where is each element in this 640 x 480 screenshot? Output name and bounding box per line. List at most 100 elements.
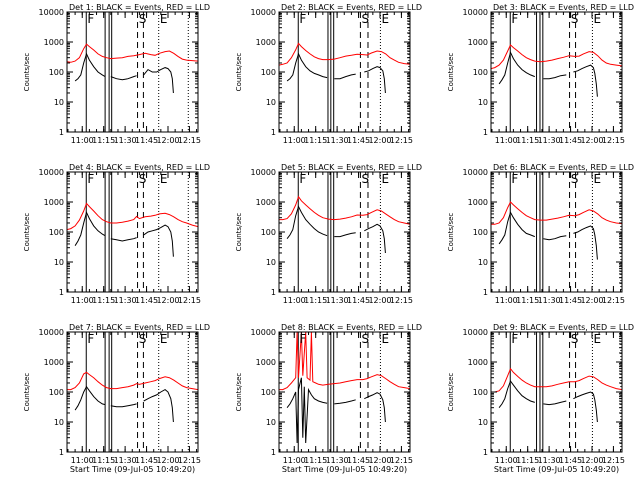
x-tick-label: 12:00 bbox=[368, 296, 391, 305]
marker-letter: S bbox=[139, 332, 147, 346]
y-tick-label: 1 bbox=[483, 128, 488, 137]
events-series-line bbox=[364, 392, 386, 423]
x-tick-label: 12:15 bbox=[602, 136, 625, 145]
y-tick-label: 10 bbox=[54, 258, 64, 267]
events-series-line bbox=[286, 52, 328, 82]
panel-9: F S E11010010001000011:0011:1511:3011:4512… bbox=[447, 323, 634, 474]
y-tick-label: 100 bbox=[473, 228, 488, 237]
y-tick-label: 10000 bbox=[463, 328, 488, 337]
x-tick-label: 11:45 bbox=[559, 136, 582, 145]
events-series-line bbox=[74, 210, 106, 246]
panel-8: F S E11010010001000011:0011:1511:3011:4512… bbox=[235, 323, 422, 474]
y-tick-label: 1000 bbox=[44, 38, 64, 47]
marker-letter: F bbox=[299, 12, 306, 26]
x-axis-label: Start Time (09-Jul-05 10:49:20) bbox=[70, 465, 195, 474]
lld-series-line bbox=[279, 42, 410, 66]
marker-letter: F bbox=[511, 12, 518, 26]
x-tick-label: 11:15 bbox=[92, 456, 115, 465]
x-tick-label: 12:15 bbox=[390, 136, 413, 145]
panel-title: Det 4: BLACK = Events, RED = LLD bbox=[69, 163, 210, 172]
x-tick-label: 12:15 bbox=[178, 296, 201, 305]
x-tick-label: 11:30 bbox=[114, 296, 137, 305]
marker-letter: E bbox=[382, 12, 390, 26]
x-tick-label: 11:00 bbox=[283, 456, 306, 465]
y-tick-label: 10 bbox=[478, 98, 488, 107]
y-tick-label: 10 bbox=[54, 418, 64, 427]
x-tick-label: 11:30 bbox=[326, 296, 349, 305]
y-tick-label: 100 bbox=[49, 68, 64, 77]
events-series-line bbox=[573, 391, 598, 423]
x-tick-label: 11:00 bbox=[71, 136, 94, 145]
marker-letter: F bbox=[87, 172, 94, 186]
y-tick-label: 10000 bbox=[251, 328, 276, 337]
panel-1: F S E11010010001000011:0011:1511:3011:4512… bbox=[23, 3, 210, 145]
marker-letter: S bbox=[571, 172, 579, 186]
panel-6: F S E11010010001000011:0011:1511:3011:4512… bbox=[447, 163, 634, 305]
events-series-line bbox=[110, 237, 137, 242]
x-tick-label: 11:45 bbox=[559, 456, 582, 465]
plot-area bbox=[67, 332, 198, 452]
marker-letter: F bbox=[511, 332, 518, 346]
marker-letter: E bbox=[594, 12, 602, 26]
y-tick-label: 100 bbox=[473, 68, 488, 77]
y-tick-label: 10000 bbox=[463, 168, 488, 177]
plot-area bbox=[491, 332, 622, 452]
marker-letter: S bbox=[139, 12, 147, 26]
events-series-line bbox=[74, 385, 106, 411]
plot-area bbox=[279, 172, 410, 292]
x-tick-label: 11:45 bbox=[559, 296, 582, 305]
events-series-line bbox=[143, 67, 174, 94]
lld-series-line bbox=[67, 371, 198, 391]
events-series-line bbox=[143, 388, 174, 423]
y-tick-label: 10000 bbox=[39, 328, 64, 337]
y-tick-label: 10000 bbox=[39, 8, 64, 17]
x-tick-label: 11:45 bbox=[347, 136, 370, 145]
y-tick-label: 10 bbox=[266, 98, 276, 107]
marker-letter: S bbox=[139, 172, 147, 186]
y-tick-label: 1 bbox=[271, 128, 276, 137]
panel-title: Det 2: BLACK = Events, RED = LLD bbox=[281, 3, 422, 12]
x-tick-label: 11:45 bbox=[135, 296, 158, 305]
x-tick-label: 11:30 bbox=[326, 456, 349, 465]
marker-letter: E bbox=[382, 332, 390, 346]
plot-area bbox=[67, 12, 198, 132]
y-tick-label: 100 bbox=[261, 68, 276, 77]
panel-7: F S E11010010001000011:0011:1511:3011:4512… bbox=[23, 323, 210, 474]
y-tick-label: 100 bbox=[261, 388, 276, 397]
y-tick-label: 1 bbox=[59, 128, 64, 137]
x-tick-label: 11:30 bbox=[538, 296, 561, 305]
panel-title: Det 3: BLACK = Events, RED = LLD bbox=[493, 3, 634, 12]
y-tick-label: 1000 bbox=[468, 358, 488, 367]
x-tick-label: 12:00 bbox=[580, 136, 603, 145]
y-tick-label: 10 bbox=[478, 258, 488, 267]
lld-series-line bbox=[67, 202, 198, 231]
x-tick-label: 12:15 bbox=[602, 456, 625, 465]
panel-4: F S E11010010001000011:0011:1511:3011:4512… bbox=[23, 163, 210, 305]
marker-letter: E bbox=[594, 332, 602, 346]
x-tick-label: 11:30 bbox=[114, 136, 137, 145]
events-series-line bbox=[543, 400, 567, 406]
lld-series-line bbox=[491, 201, 622, 225]
plot-area bbox=[279, 12, 410, 132]
y-tick-label: 10000 bbox=[39, 168, 64, 177]
x-tick-label: 12:15 bbox=[390, 456, 413, 465]
events-series-line bbox=[334, 73, 356, 80]
marker-letter: S bbox=[571, 332, 579, 346]
x-tick-label: 11:00 bbox=[495, 296, 518, 305]
x-tick-label: 11:00 bbox=[495, 456, 518, 465]
y-tick-label: 100 bbox=[49, 388, 64, 397]
lld-series-line bbox=[279, 332, 410, 391]
marker-letter: F bbox=[87, 332, 94, 346]
panel-title: Det 6: BLACK = Events, RED = LLD bbox=[493, 163, 634, 172]
y-tick-label: 10000 bbox=[251, 168, 276, 177]
x-axis-label: Start Time (09-Jul-05 10:49:20) bbox=[282, 465, 407, 474]
x-tick-label: 12:00 bbox=[580, 456, 603, 465]
x-tick-label: 12:15 bbox=[602, 296, 625, 305]
x-tick-label: 11:45 bbox=[135, 456, 158, 465]
x-tick-label: 12:00 bbox=[368, 456, 391, 465]
x-tick-label: 11:15 bbox=[516, 136, 539, 145]
events-series-line bbox=[573, 225, 598, 260]
x-tick-label: 11:45 bbox=[347, 296, 370, 305]
marker-letter: S bbox=[362, 172, 370, 186]
